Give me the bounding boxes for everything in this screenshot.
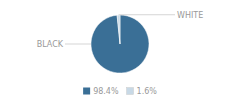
slice-labels: BLACK WHITE xyxy=(37,11,204,49)
legend-item: 98.4% xyxy=(83,87,119,96)
legend-swatch xyxy=(127,88,134,95)
legend-label: 1.6% xyxy=(137,87,158,96)
pie-slice xyxy=(117,15,120,44)
slice-label: BLACK xyxy=(37,40,64,49)
slice-label: WHITE xyxy=(177,11,203,20)
leader-line xyxy=(119,14,175,15)
pie xyxy=(91,15,149,73)
legend-label: 98.4% xyxy=(93,87,119,96)
chart: BLACK WHITE 98.4% 1.6% xyxy=(0,0,240,100)
legend-swatch xyxy=(83,88,90,95)
legend-item: 1.6% xyxy=(127,87,158,96)
legend: 98.4% 1.6% xyxy=(83,87,157,96)
leader-line xyxy=(65,44,91,45)
pie-slice xyxy=(91,15,149,73)
